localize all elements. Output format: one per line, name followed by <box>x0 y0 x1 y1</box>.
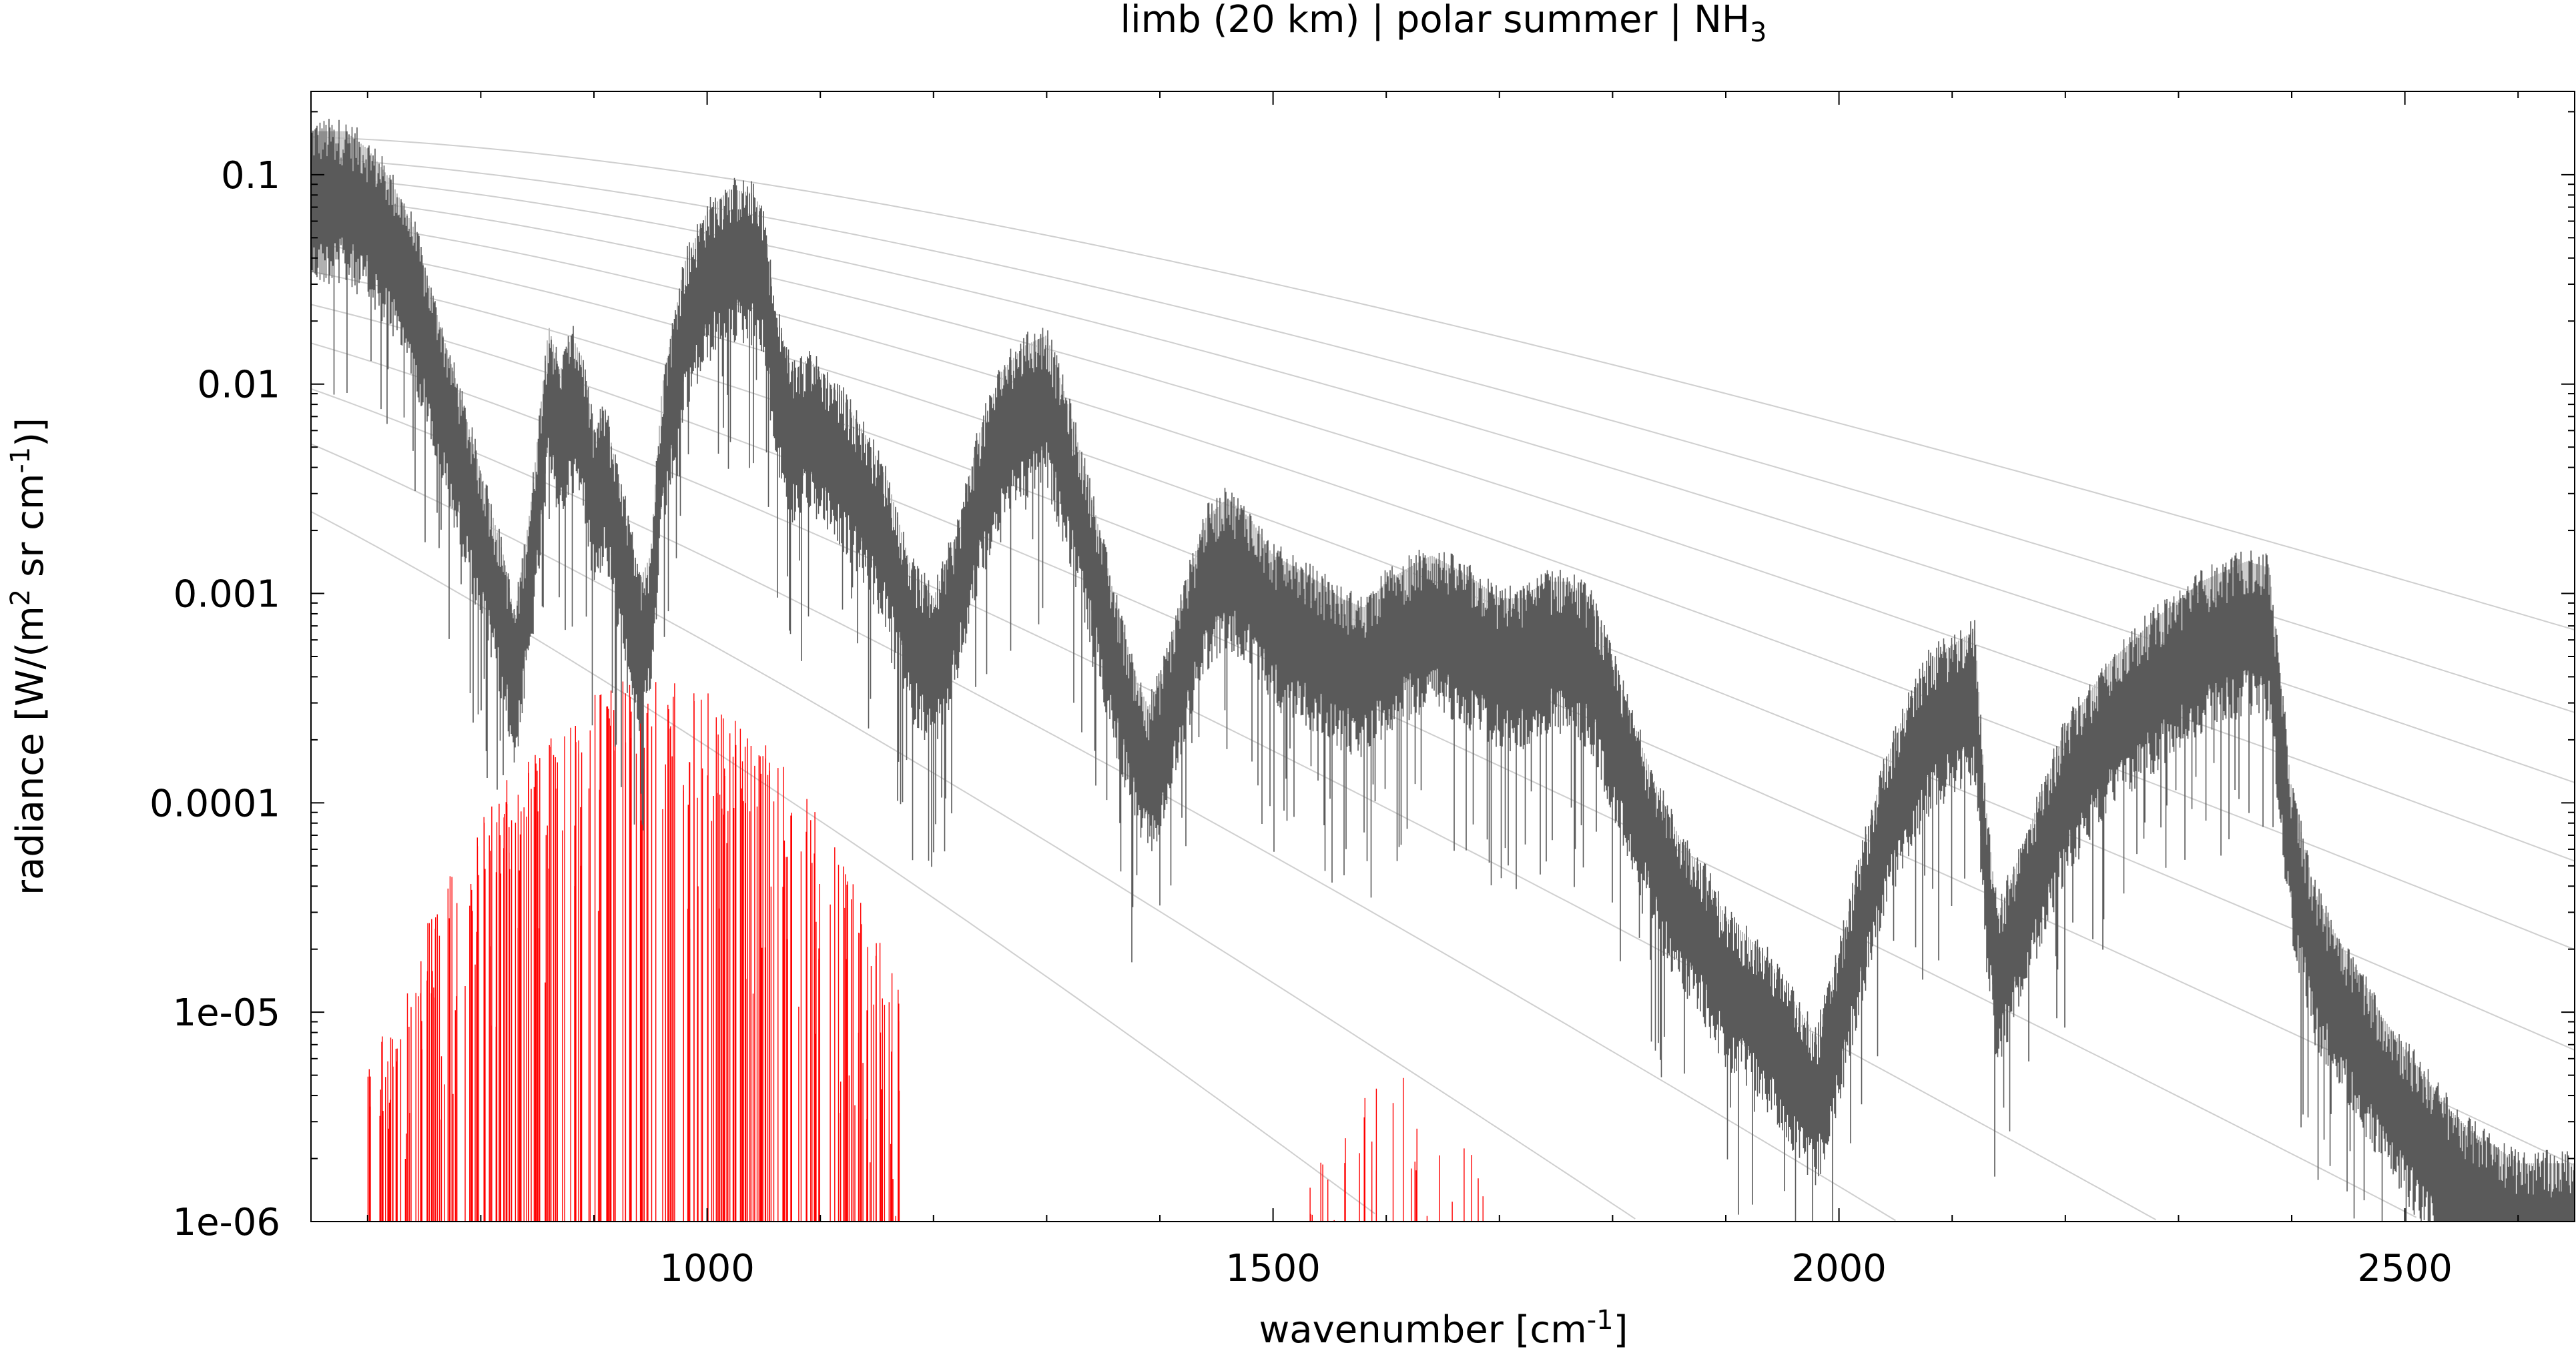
y-tick-label: 1e-06 <box>172 1201 280 1244</box>
reference-curve <box>310 342 2156 1221</box>
x-axis-label: wavenumber [cm-1] <box>1259 1305 1628 1352</box>
x-tick-label: 2500 <box>2357 1247 2453 1290</box>
reference-curve <box>310 136 2575 631</box>
y-tick-label: 0.1 <box>221 154 280 197</box>
total-spectrum <box>310 119 2575 1222</box>
y-tick-label: 0.001 <box>174 573 280 616</box>
y-tick-label: 0.01 <box>197 364 280 407</box>
reference-curve <box>310 388 1896 1222</box>
y-tick-label: 1e-05 <box>172 991 280 1035</box>
x-tick-label: 1500 <box>1225 1247 1321 1290</box>
y-axis-label: radiance [W/(m2 sr cm-1)] <box>5 418 52 895</box>
y-tick-label: 0.0001 <box>149 782 280 825</box>
x-tick-label: 1000 <box>659 1247 755 1290</box>
species-lines <box>367 681 1484 1222</box>
species-line-spectrum <box>367 681 1484 1222</box>
total-spectrum-layer <box>310 119 2575 1222</box>
x-tick-label: 2000 <box>1791 1247 1887 1290</box>
axis-ticks: 1000 1500 2000 2500 0.1 0.01 0.001 0.0001 1e-05 1… <box>149 91 2575 1290</box>
chart-title: limb (20 km) | polar summer | NH3 <box>1120 0 1767 48</box>
